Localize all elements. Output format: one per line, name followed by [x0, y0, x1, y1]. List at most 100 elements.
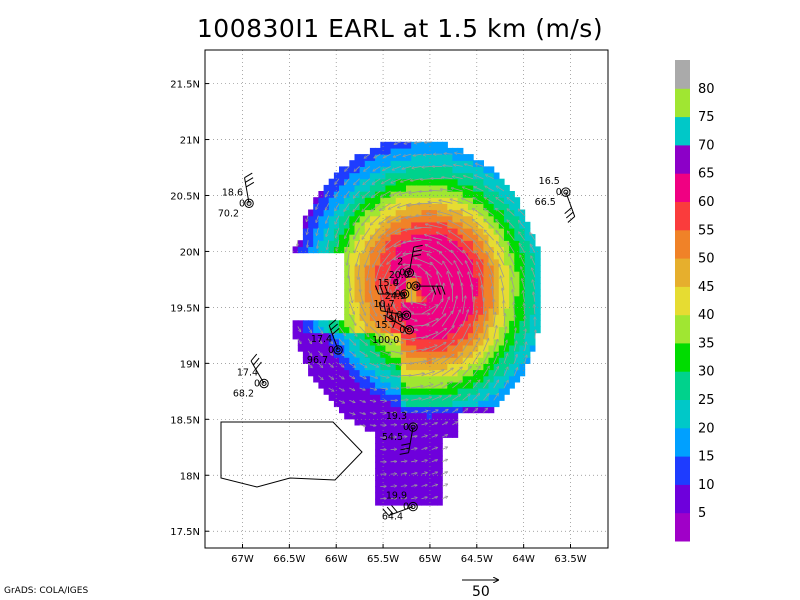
speed-cell — [375, 443, 381, 451]
speed-cell — [344, 240, 350, 247]
speed-cell — [395, 314, 402, 321]
wind-vector — [497, 242, 505, 253]
speed-cell — [452, 424, 459, 432]
speed-cell — [478, 184, 484, 192]
speed-cell — [483, 264, 490, 272]
speed-cell — [488, 308, 495, 315]
speed-cell — [308, 246, 314, 254]
speed-cell — [349, 344, 356, 352]
speed-cell — [447, 234, 454, 241]
speed-cell — [375, 166, 381, 174]
speed-cell — [395, 141, 402, 149]
speed-cell — [339, 406, 345, 414]
speed-cell — [457, 166, 464, 174]
speed-cell — [359, 283, 366, 291]
speed-cell — [524, 308, 531, 315]
speed-cell — [519, 363, 526, 371]
wind-vector — [441, 354, 454, 364]
speed-cell — [390, 400, 397, 408]
speed-cell — [462, 191, 469, 198]
speed-cell — [354, 283, 361, 291]
wind-barb-flag — [379, 285, 384, 295]
speed-cell — [514, 215, 521, 223]
speed-cell — [390, 468, 397, 475]
speed-cell — [447, 184, 454, 192]
speed-cell — [411, 320, 417, 328]
speed-cell — [364, 252, 371, 260]
speed-cell — [364, 289, 371, 297]
speed-cell — [369, 381, 376, 389]
wind-vector — [400, 387, 410, 388]
wind-vector — [307, 363, 312, 367]
wind-barb-flag — [255, 361, 262, 370]
wind-vector — [486, 175, 494, 180]
speed-cell — [457, 295, 464, 303]
speed-cell — [349, 375, 356, 383]
wind-vector — [421, 473, 428, 475]
speed-cell — [339, 191, 345, 198]
wind-vector — [411, 289, 412, 305]
speed-cell — [385, 461, 392, 469]
speed-cell — [467, 252, 474, 260]
speed-cell — [318, 191, 325, 198]
speed-cell — [318, 246, 325, 254]
speed-cell — [488, 375, 495, 383]
wind-vector — [437, 232, 453, 241]
wind-vector — [514, 302, 515, 315]
speed-cell — [400, 326, 407, 334]
colorbar-label: 45 — [698, 280, 715, 295]
speed-cell — [364, 301, 371, 309]
speed-cell — [364, 344, 371, 352]
wind-vector — [425, 224, 443, 229]
wind-vector — [496, 231, 505, 241]
speed-cell — [478, 369, 484, 377]
speed-cell — [359, 271, 366, 278]
speed-cell — [437, 246, 443, 254]
speed-cell — [437, 203, 443, 211]
speed-cell — [375, 455, 381, 463]
speed-cell — [400, 314, 407, 321]
speed-cell — [302, 246, 309, 254]
speed-cell — [488, 351, 495, 358]
speed-cell — [344, 283, 350, 291]
speed-cell — [504, 271, 510, 278]
colorbar-swatch — [675, 258, 690, 287]
speed-cell — [431, 221, 438, 229]
speed-cell — [534, 264, 541, 272]
wind-vector — [443, 166, 453, 167]
speed-cell — [333, 172, 340, 180]
speed-cell — [359, 375, 366, 383]
wind-vector — [431, 410, 438, 413]
speed-cell — [349, 240, 356, 247]
wind-vector — [473, 209, 484, 216]
speed-cell — [431, 203, 438, 211]
wind-vector — [431, 342, 446, 352]
speed-cell — [354, 388, 361, 395]
speed-cell — [400, 437, 407, 444]
speed-cell — [349, 394, 356, 401]
speed-cell — [447, 271, 454, 278]
speed-cell — [308, 227, 314, 235]
speed-cell — [406, 381, 412, 389]
wind-vector — [411, 461, 417, 462]
wind-vector — [508, 243, 515, 253]
wind-vector — [490, 275, 495, 290]
speed-cell — [406, 283, 412, 291]
speed-cell — [313, 227, 319, 235]
wind-vector — [380, 400, 386, 401]
speed-cell — [349, 197, 356, 204]
speed-cell — [431, 474, 438, 481]
speed-cell — [524, 351, 531, 358]
speed-cell — [493, 221, 500, 229]
speed-cell — [457, 406, 464, 414]
speed-cell — [442, 178, 448, 186]
speed-cell — [390, 369, 397, 377]
speed-cell — [437, 455, 443, 463]
wind-vector — [349, 277, 350, 290]
speed-cell — [421, 400, 428, 408]
speed-cell — [426, 141, 433, 149]
speed-cell — [473, 375, 479, 383]
wind-vector — [356, 252, 360, 267]
speed-cell — [426, 215, 433, 223]
speed-cell — [380, 400, 387, 408]
